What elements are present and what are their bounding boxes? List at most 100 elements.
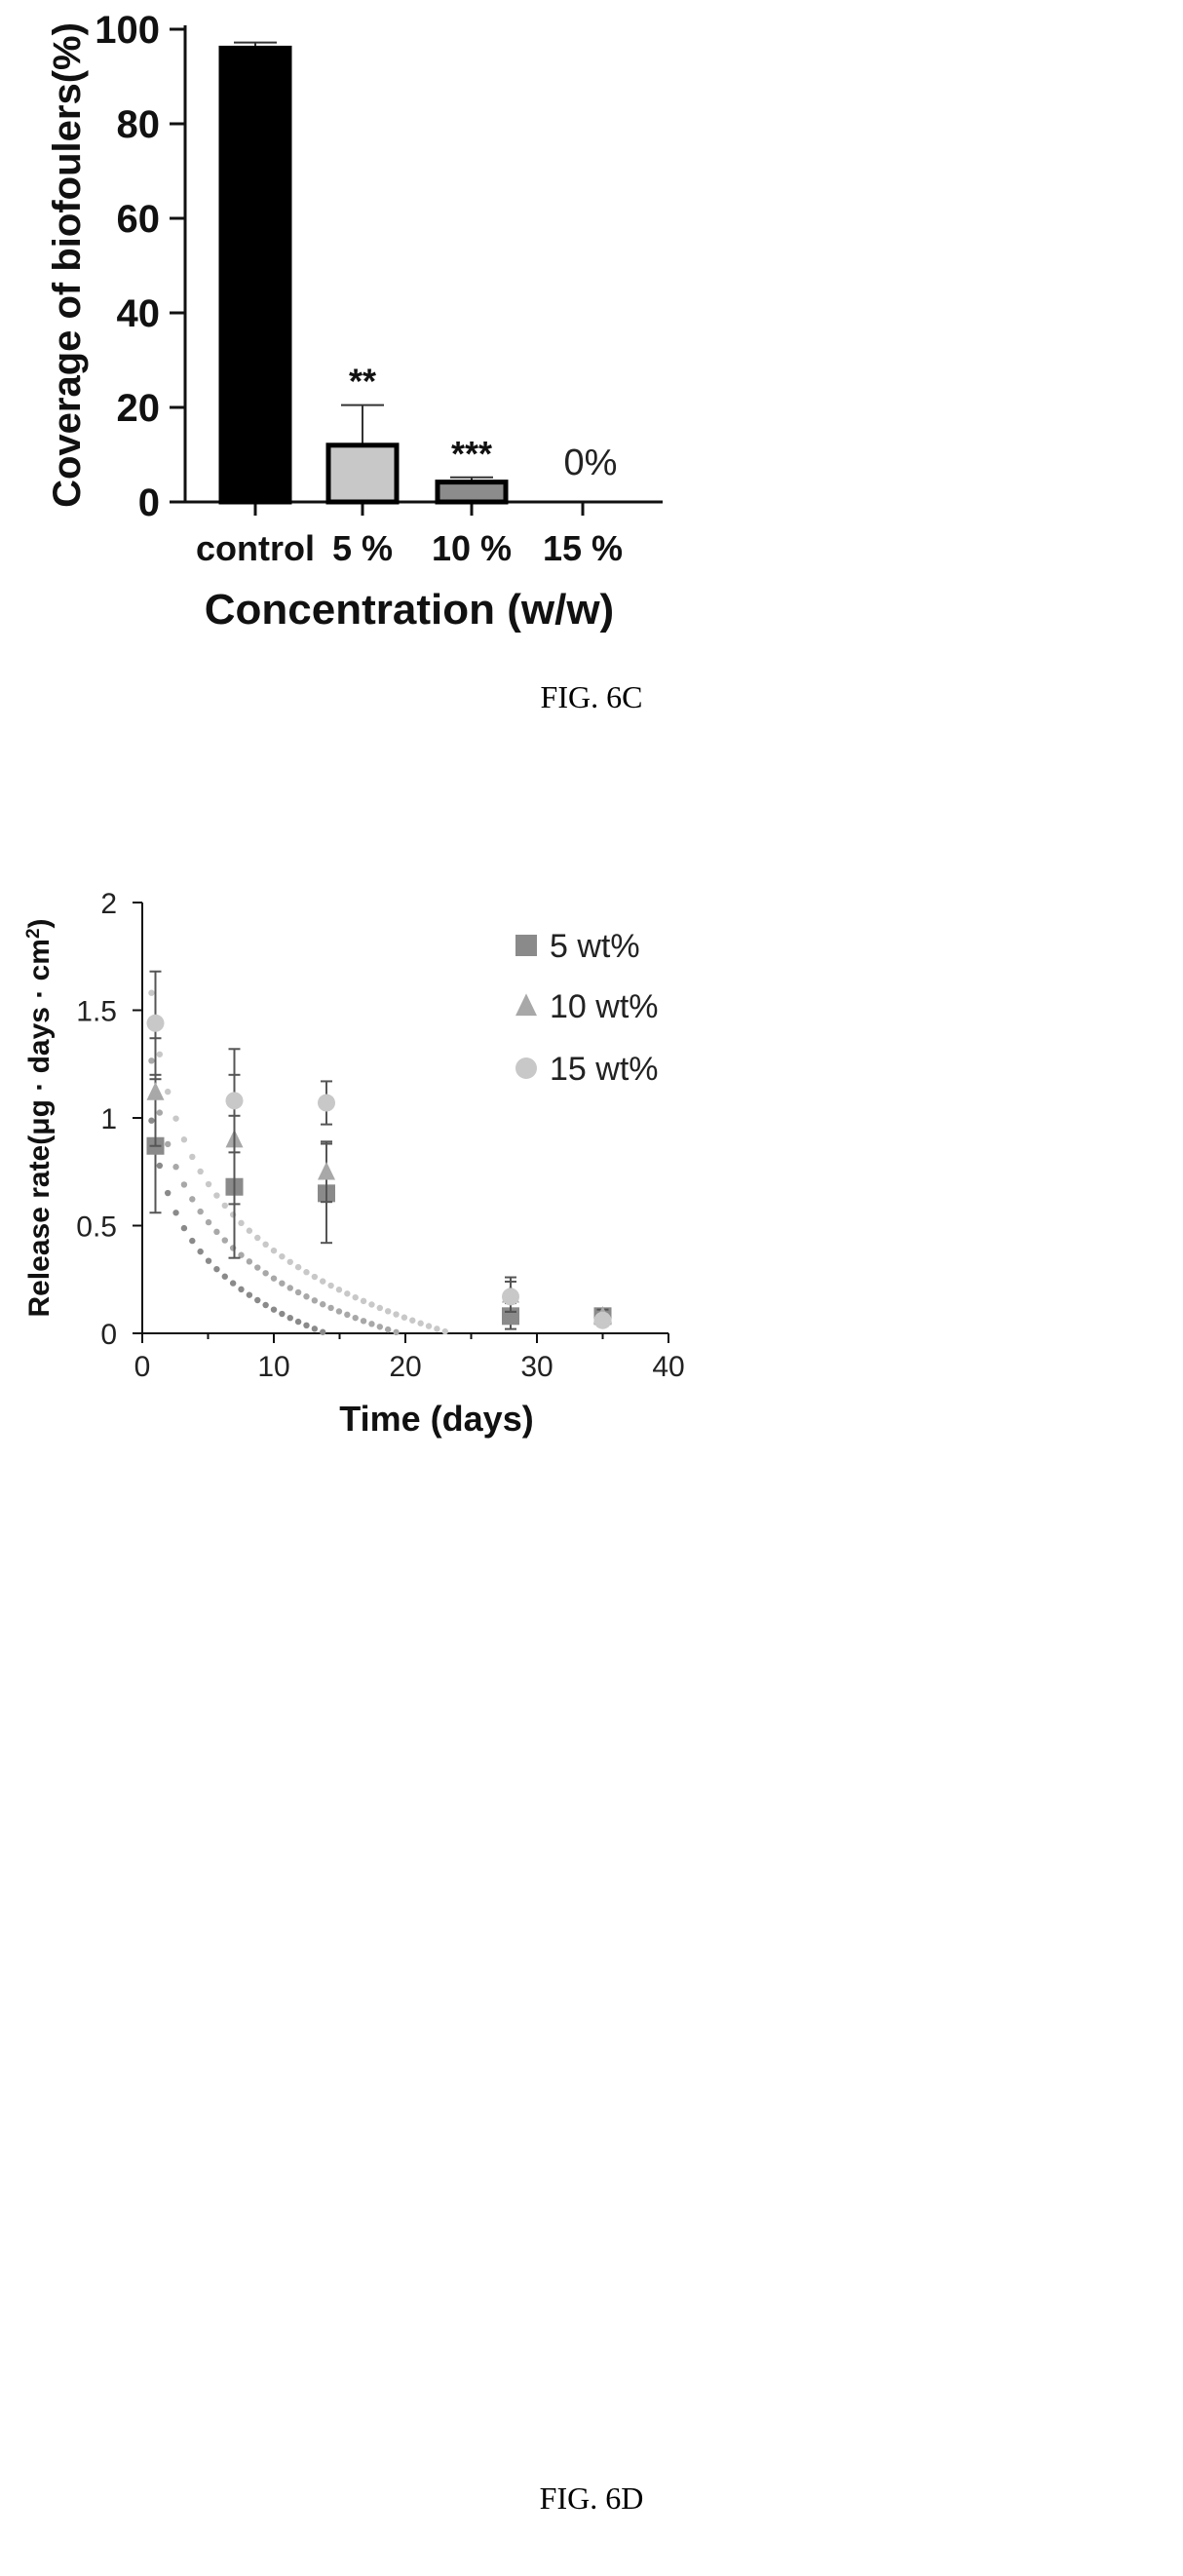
scatter-chart-release-rate: 00.511.520 10 20 30 405 wt%10 wt%15 wt%Relea…: [23, 888, 685, 1439]
data-point: [146, 1014, 165, 1032]
trendline-dot: [156, 1051, 164, 1057]
trendline-dot: [376, 1324, 384, 1330]
trendline-dot: [303, 1322, 310, 1329]
trendline-dot: [303, 1293, 310, 1300]
legend-marker: [515, 935, 537, 956]
x-tick-label: 30: [520, 1351, 553, 1383]
trendline-dot: [294, 1288, 302, 1296]
trendline-dot: [238, 1251, 245, 1258]
trendline-dot: [352, 1314, 359, 1322]
trendline-dot: [148, 1057, 155, 1064]
trendline-dot: [409, 1317, 416, 1324]
y-tick-label: 40: [117, 292, 161, 335]
x-tick-label: 0: [134, 1351, 151, 1383]
trendline-dot: [262, 1270, 269, 1277]
trendline-dot: [221, 1237, 228, 1244]
trendline-dot: [164, 1088, 172, 1096]
trendline-dot: [401, 1314, 408, 1321]
trendline-dot: [197, 1168, 204, 1175]
legend-marker: [515, 993, 537, 1017]
y-tick-label: 100: [95, 9, 160, 52]
y-tick-label: 0: [138, 481, 160, 524]
trendline-dot: [286, 1258, 293, 1265]
trendline-dot: [360, 1318, 367, 1325]
x-tick-label: 10 %: [432, 528, 512, 568]
legend-label: 5 wt%: [550, 928, 640, 965]
trendline-dot: [254, 1234, 261, 1242]
trendline-dot: [262, 1241, 269, 1249]
trendline-dot: [238, 1286, 245, 1293]
y-tick-label: 0: [100, 1319, 117, 1351]
trendline-dot: [286, 1314, 293, 1322]
data-point: [502, 1288, 519, 1306]
trendline-dot: [180, 1181, 188, 1188]
trendline-dot: [229, 1280, 237, 1287]
trendline-dot: [335, 1308, 343, 1315]
figure-caption-6c: FIG. 6C: [540, 679, 643, 714]
trendline-dot: [279, 1310, 286, 1318]
x-tick-label: 5 %: [332, 528, 393, 568]
trendline-dot: [335, 1287, 343, 1293]
trendline-dot: [197, 1248, 204, 1255]
bar: [218, 45, 292, 505]
legend-label: 10 wt%: [550, 988, 659, 1025]
trendline-dot: [148, 1117, 155, 1124]
trendline-dot: [270, 1306, 278, 1313]
trendline-dot: [172, 1115, 179, 1122]
data-point: [318, 1161, 335, 1180]
y-tick-label: 1: [100, 1103, 117, 1135]
trendline-dot: [279, 1252, 286, 1260]
trendline-dot: [327, 1304, 334, 1312]
trendline-dot: [164, 1140, 172, 1148]
trendline-dot: [270, 1275, 278, 1282]
trendline-dot: [320, 1328, 326, 1335]
trendline-dot: [189, 1237, 196, 1245]
trendline-dot: [172, 1210, 179, 1216]
trendline-dot: [368, 1321, 375, 1327]
trendline-dot: [254, 1264, 261, 1271]
significance-label: **: [349, 362, 376, 402]
trendline-dot: [246, 1227, 253, 1234]
trendline-dot: [180, 1224, 188, 1232]
trendline-dot: [303, 1269, 310, 1276]
y-tick-label: 80: [117, 103, 161, 146]
trendline-dot: [246, 1291, 253, 1298]
trendline-dot: [213, 1265, 220, 1273]
trendline-dot: [270, 1247, 278, 1254]
legend-marker: [515, 1057, 537, 1079]
trendline-dot: [360, 1297, 367, 1305]
y-tick-label: 1.5: [76, 996, 117, 1028]
trendline-dot: [320, 1278, 326, 1285]
y-tick-label: 60: [117, 198, 161, 241]
y-axis-label: Coverage of biofoulers(%): [46, 22, 89, 508]
trendline-dot: [205, 1218, 212, 1226]
significance-label: ***: [451, 434, 492, 474]
x-tick-label: 15 %: [543, 528, 623, 568]
trendline-dot: [213, 1228, 220, 1236]
bar: [435, 480, 509, 505]
trendline-dot: [311, 1326, 319, 1332]
trendline-dot: [441, 1327, 448, 1335]
y-tick-label: 20: [117, 387, 161, 430]
y-axis-label: Release rate(μg · days · cm2): [23, 918, 57, 1317]
trendline-dot: [286, 1285, 293, 1291]
trendline-dot: [172, 1164, 179, 1171]
trendline-dot: [262, 1301, 269, 1309]
trendline-dot: [279, 1280, 286, 1287]
y-tick-label: 2: [100, 888, 117, 920]
trendline-dot: [189, 1153, 196, 1161]
trendline-dot: [205, 1180, 212, 1188]
trendline-dot: [148, 989, 155, 996]
x-tick-label: control: [196, 528, 315, 568]
trendline-dot: [417, 1320, 424, 1326]
figure-caption-6d: FIG. 6D: [539, 2480, 644, 2516]
trendline-dot: [384, 1308, 392, 1315]
trendline-dot: [320, 1301, 326, 1308]
trendline-dot: [294, 1263, 302, 1271]
trendline-dot: [384, 1326, 392, 1333]
x-axis-label: Time (days): [339, 1399, 533, 1439]
data-point: [593, 1311, 612, 1329]
trendline-dot: [434, 1326, 440, 1332]
trendline-dot: [221, 1202, 228, 1210]
trendline-dot: [156, 1162, 164, 1170]
